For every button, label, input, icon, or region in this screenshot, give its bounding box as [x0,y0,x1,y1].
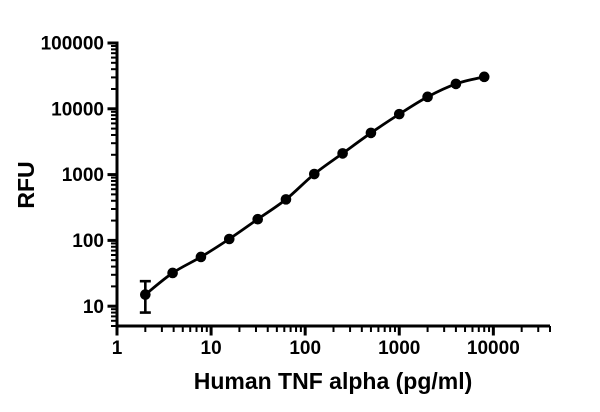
y-tick-label: 10000 [51,99,104,120]
data-point [422,91,433,103]
data-point [195,251,207,263]
y-tick-label: 10 [83,297,104,318]
y-tick-label: 100000 [41,34,104,55]
y-tick-label: 100 [72,231,104,252]
x-tick-label: 100 [289,338,321,359]
y-axis-title: RFU [13,161,39,208]
fit-curve [143,75,486,297]
data-point [280,194,292,205]
data-point [365,127,377,139]
data-point [140,289,151,300]
x-tick-label: 10000 [467,338,520,359]
data-point [337,148,348,159]
plot-axes [115,41,550,328]
data-point [167,267,178,279]
data-point [223,233,235,245]
x-axis-title: Human TNF alpha (pg/ml) [194,368,473,394]
x-tick-label: 1 [112,338,123,359]
x-tick-label: 1000 [378,338,420,359]
data-point [478,71,490,83]
axis-ticks [107,41,551,336]
x-tick-label: 10 [201,338,222,359]
data-points [140,71,490,300]
data-point [450,78,462,90]
axis-tick-labels: 1 10 100 1000 10000 10 100 1000 10000 100000 [41,34,520,359]
y-tick-label: 1000 [62,165,104,186]
data-point [393,108,405,120]
data-point [308,168,320,180]
data-point [252,213,264,225]
